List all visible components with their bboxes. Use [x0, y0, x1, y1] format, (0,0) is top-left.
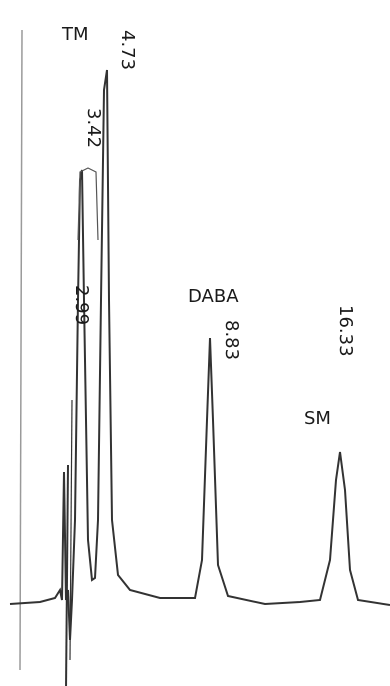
chromatogram-trace [9, 69, 390, 641]
peak-name-tm: TM [61, 24, 89, 45]
peak-rt-2-99: 2.99 [71, 285, 92, 325]
peak-rt-8-83: 8.83 [221, 320, 242, 360]
peak-rt-16-33: 16.33 [335, 305, 356, 357]
peak-rt-3-42: 3.42 [83, 108, 104, 148]
marker-line [65, 464, 69, 686]
peak-name-daba: DABA [188, 286, 239, 307]
peak-rt-4-73: 4.73 [117, 30, 138, 70]
peak-name-sm: SM [304, 408, 331, 429]
marker-line-2 [69, 399, 73, 661]
trace-shadow [77, 167, 99, 241]
y-axis-line [19, 29, 23, 671]
